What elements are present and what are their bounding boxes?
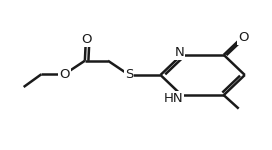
Text: N: N [175, 46, 184, 59]
Text: O: O [238, 31, 249, 44]
Text: S: S [125, 69, 133, 81]
Text: O: O [81, 33, 92, 46]
Text: O: O [59, 68, 70, 81]
Text: HN: HN [163, 92, 183, 105]
